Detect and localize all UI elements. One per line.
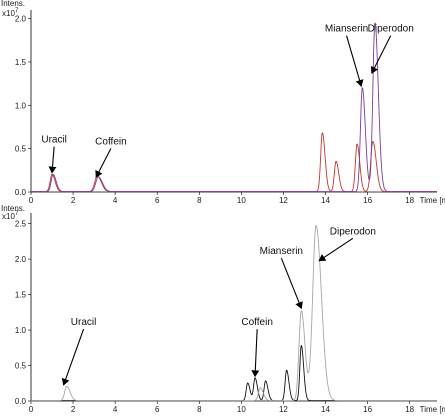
y-axis-title: Intens. [1, 0, 25, 8]
x-tick-label: 16 [363, 405, 372, 414]
peak-arrow [318, 237, 354, 262]
x-tick-label: 18 [405, 196, 414, 205]
y-tick-label: 0.0 [15, 188, 27, 197]
y-tick-label: 0.5 [15, 362, 27, 371]
y-tick-label: 2.0 [15, 15, 27, 24]
y-tick-label: 1.5 [15, 291, 27, 300]
peak-arrow [280, 257, 303, 310]
x-tick-label: 0 [29, 405, 34, 414]
y-tick-label: 1.5 [15, 58, 27, 67]
x-tick-label: 12 [279, 405, 288, 414]
x-tick-label: 16 [363, 196, 372, 205]
x-axis-title: Time [min] [420, 196, 445, 205]
peak-label: Uracil [71, 317, 97, 328]
peak-arrow [48, 146, 57, 174]
y-axis-unit: x10 [2, 9, 15, 18]
y-axis-unit-exponent: 7 [15, 8, 19, 14]
x-tick-label: 4 [113, 196, 118, 205]
peak-label: Uracil [41, 135, 67, 146]
peak-label: Diperodon [330, 226, 376, 237]
peak-arrow [61, 328, 85, 386]
x-tick-label: 2 [71, 196, 76, 205]
x-tick-label: 6 [155, 196, 160, 205]
x-tick-label: 14 [321, 196, 330, 205]
x-tick-label: 8 [197, 405, 202, 414]
y-tick-label: 0.5 [15, 145, 27, 154]
x-tick-label: 18 [405, 405, 414, 414]
peak-label: Mianserin [260, 246, 303, 257]
y-tick-label: 2.0 [15, 255, 27, 264]
x-tick-label: 0 [29, 196, 34, 205]
x-tick-label: 10 [237, 405, 246, 414]
x-tick-label: 14 [321, 405, 330, 414]
x-tick-label: 10 [237, 196, 246, 205]
chart-panel-top: 0 2 4 6 8 10 12 14 16 18 Time [min] 0.0 0.5 1.0 1.5 2.0… [1, 0, 445, 205]
peak-arrow [251, 329, 260, 378]
y-axis-title: Intens. [1, 204, 25, 213]
peak-label: Diperodon [368, 24, 414, 35]
peak-label: Coffein [95, 136, 127, 147]
x-tick-label: 6 [155, 405, 160, 414]
peak-arrow [370, 35, 392, 74]
x-tick-label: 12 [279, 196, 288, 205]
y-axis-unit-exponent: 7 [15, 211, 19, 217]
y-axis-unit: x10 [2, 212, 15, 221]
y-tick-label: 1.0 [15, 101, 27, 110]
chromatogram-trace [31, 224, 437, 402]
x-axis-title: Time [min] [420, 405, 445, 414]
peak-arrow [95, 148, 112, 178]
chart-panel-bottom: 0 2 4 6 8 10 12 14 16 18 Time [min] 0.0 0.5 1.0 1.5 2.0… [1, 204, 445, 414]
peak-arrow [346, 35, 364, 87]
peak-label: Coffein [241, 317, 273, 328]
y-tick-label: 2.5 [15, 220, 27, 229]
y-tick-label: 0.0 [15, 397, 27, 406]
chromatogram-trace [31, 132, 437, 193]
peak-label: Mianserin [325, 24, 368, 35]
chromatogram-trace [31, 344, 437, 402]
y-tick-label: 1.0 [15, 326, 27, 335]
x-tick-label: 2 [71, 405, 76, 414]
x-tick-label: 8 [197, 196, 202, 205]
chromatogram-trace [31, 22, 437, 193]
x-tick-label: 4 [113, 405, 118, 414]
